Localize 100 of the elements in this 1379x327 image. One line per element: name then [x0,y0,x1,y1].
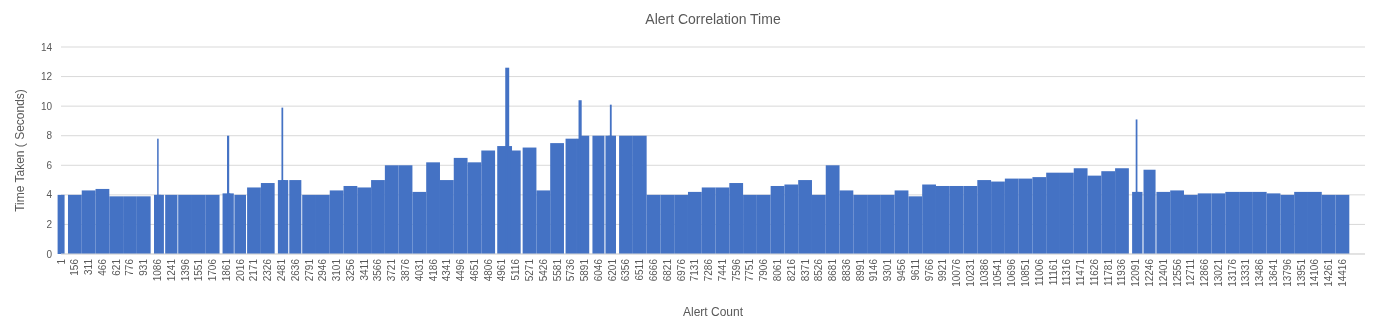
bar [592,135,605,254]
x-tick-label: 8216 [785,258,797,282]
x-tick-label: 4961 [496,258,508,282]
y-tick-label: 14 [40,41,53,53]
x-tick-label: 9146 [868,258,880,282]
x-tick-label: 1551 [193,258,205,282]
x-tick-label: 11161 [1047,258,1059,286]
x-tick-label: 9766 [923,258,935,282]
x-tick-label: 13176 [1226,258,1238,287]
x-tick-label: 11626 [1088,258,1100,287]
y-tick-label: 10 [40,100,53,112]
x-tick-label: 931 [138,258,150,276]
x-tick-label: 2016 [234,258,246,282]
x-tick-label: 156 [69,258,81,276]
chart-title: Alert Correlation Time [645,11,781,27]
x-tick-label: 5891 [579,258,591,282]
x-tick-label: 7751 [744,258,756,282]
x-tick-label: 5736 [565,258,577,282]
x-tick-label: 5116 [510,258,522,281]
x-tick-label: 13331 [1240,258,1252,287]
x-tick-label: 2791 [303,258,315,282]
x-tick-label: 7286 [703,258,715,282]
x-tick-label: 10386 [978,258,990,287]
x-tick-label: 3876 [400,258,412,282]
x-tick-label: 2481 [276,258,288,282]
x-tick-label: 13641 [1268,258,1280,287]
x-tick-label: 6666 [648,258,660,282]
x-tick-label: 4651 [468,258,480,282]
x-tick-label: 12711 [1185,258,1197,287]
x-tick-label: 13021 [1212,258,1224,287]
x-tick-label: 2326 [262,258,274,282]
y-tick-label: 4 [46,189,53,201]
x-tick-label: 11316 [1061,258,1073,287]
x-tick-label: 3566 [372,258,384,282]
y-tick-label: 12 [40,71,53,83]
x-tick-label: 10231 [964,258,976,287]
x-tick-label: 4031 [413,258,425,282]
x-tick-label: 3256 [344,258,356,282]
y-axis-title: Time Taken ( Seconds) [13,89,27,212]
x-tick-label: 621 [110,258,122,276]
x-tick-label: 10541 [992,258,1004,287]
x-tick-label: 8836 [840,258,852,282]
x-tick-label: 10076 [951,258,963,287]
x-tick-label: 10696 [1006,258,1018,287]
y-tick-label: 8 [46,130,53,142]
x-tick-label: 12246 [1144,258,1156,287]
x-axis-title: Alert Count [682,305,744,319]
x-tick-label: 1706 [207,258,219,282]
x-tick-label: 6511 [634,258,646,281]
x-tick-label: 2171 [248,258,260,282]
x-tick-label: 10851 [1020,258,1032,287]
x-tick-label: 1861 [220,258,232,282]
x-tick-label: 6201 [606,258,618,282]
x-tick-label: 2636 [289,258,301,282]
x-tick-label: 3411 [358,258,370,281]
x-tick-label: 8526 [813,258,825,282]
x-tick-label: 5426 [537,258,549,282]
x-tick-label: 13486 [1254,258,1266,287]
x-tick-label: 4186 [427,258,439,282]
x-tick-label: 4496 [455,258,467,282]
x-tick-label: 11781 [1102,258,1114,287]
x-tick-label: 9456 [896,258,908,282]
x-tick-label: 4341 [441,258,453,282]
x-tick-label: 14106 [1309,258,1321,287]
x-tick-label: 9921 [937,258,949,282]
y-tick-label: 2 [46,218,53,230]
y-tick-label: 0 [46,248,53,260]
x-tick-label: 1241 [165,258,177,282]
x-tick-label: 2946 [317,258,329,282]
x-tick-label: 12401 [1157,258,1169,287]
x-tick-label: 13796 [1281,258,1293,287]
x-tick-label: 7906 [758,258,770,282]
x-tick-label: 6046 [592,258,604,282]
x-tick-label: 466 [96,258,108,276]
x-tick-label: 6821 [661,258,673,282]
x-tick-label: 3101 [331,258,343,282]
x-tick-label: 776 [124,258,136,276]
x-tick-label: 5581 [551,258,563,282]
x-tick-label: 8991 [854,258,866,282]
x-tick-label: 1 [55,258,67,265]
x-tick-label: 4806 [482,258,494,282]
y-tick-label: 6 [46,159,53,171]
x-tick-label: 12091 [1130,258,1142,287]
x-tick-label: 8681 [827,258,839,282]
x-tick-label: 14416 [1336,258,1348,287]
x-tick-label: 14261 [1323,258,1335,287]
x-tick-label: 3721 [386,258,398,282]
x-tick-label: 7596 [730,258,742,282]
x-tick-label: 1086 [152,258,164,282]
x-tick-label: 5271 [524,258,536,282]
x-tick-label: 6976 [675,258,687,282]
x-tick-label: 9611 [909,258,921,281]
x-tick-label: 11936 [1116,258,1128,287]
x-tick-label: 7131 [689,258,701,282]
x-tick-label: 8371 [799,258,811,282]
x-tick-label: 11471 [1075,258,1087,287]
x-tick-label: 8061 [772,258,784,282]
x-tick-label: 7441 [716,258,728,282]
x-tick-label: 311 [83,258,95,275]
x-tick-label: 1396 [179,258,191,282]
